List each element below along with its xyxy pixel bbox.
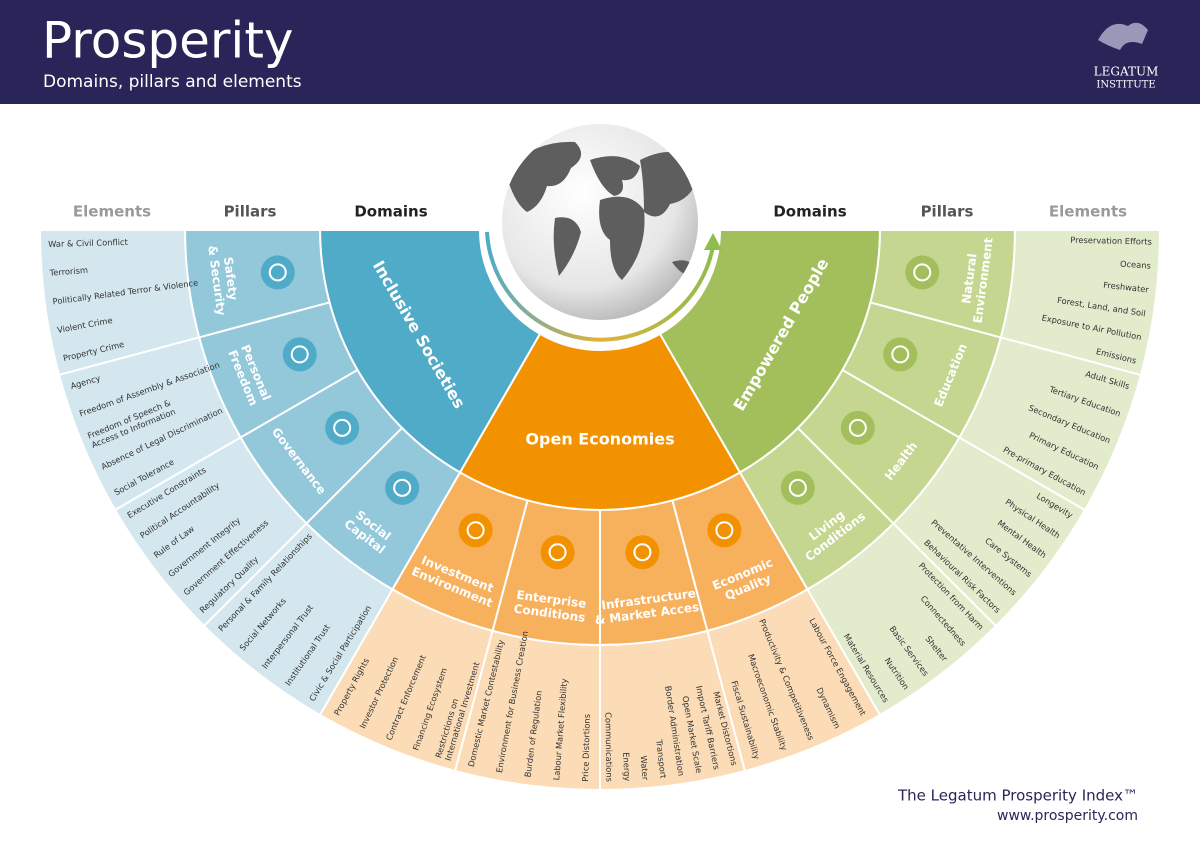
pillar-label-line: Safety	[221, 256, 241, 301]
element-label: Communications	[603, 712, 614, 782]
footer-url: www.prosperity.com	[997, 808, 1138, 824]
element-label-line: Oceans	[1120, 259, 1151, 271]
pillar-icon	[883, 337, 918, 372]
element-label: Water	[639, 755, 651, 781]
logo-text: INSTITUTE	[1096, 80, 1155, 91]
arrow-head	[704, 233, 722, 250]
element-label-line: Price Distortions	[580, 714, 592, 782]
pillar-icon	[282, 337, 317, 372]
element-label-line: War & Civil Conflict	[48, 237, 129, 249]
column-header: Pillars	[921, 203, 974, 221]
pillar-icon	[780, 470, 815, 505]
pillar-icon	[905, 255, 940, 290]
domain-label: Open Economies	[525, 430, 674, 449]
pillar-icon	[458, 513, 493, 548]
pillar-icon-glyph	[788, 478, 807, 497]
element-label: Price Distortions	[580, 714, 592, 782]
pillar-icon-glyph	[715, 521, 734, 540]
element-label-line: Energy	[621, 752, 632, 782]
pillar-icon-glyph	[333, 418, 352, 437]
pillar-icon	[840, 410, 875, 445]
pillar-icon-glyph	[848, 418, 867, 437]
pillar-icon	[540, 535, 575, 570]
element-label: Preservation Efforts	[1070, 235, 1152, 247]
column-header: Domains	[773, 203, 846, 221]
pillar-icon	[325, 410, 360, 445]
header-band	[0, 0, 1200, 104]
column-header: Elements	[1049, 203, 1127, 221]
pillar-icon-glyph	[548, 543, 567, 562]
arrow-arc	[485, 231, 715, 342]
column-header: Domains	[354, 203, 427, 221]
pillar-icon-glyph	[393, 478, 412, 497]
element-label-line: Water	[639, 755, 651, 781]
logo-text: LEGATUM	[1094, 65, 1159, 79]
element-label-line: Terrorism	[48, 265, 88, 278]
element-label-line: Transport	[654, 738, 669, 780]
pillar-icon	[625, 535, 660, 570]
globe	[485, 124, 722, 342]
pillar-label-line: Natural	[959, 253, 979, 305]
pillar-icon	[385, 470, 420, 505]
element-label-line: Preservation Efforts	[1070, 235, 1152, 247]
element-label: Terrorism	[48, 265, 88, 278]
pillar-icon	[707, 513, 742, 548]
subtitle: Domains, pillars and elements	[43, 72, 302, 92]
element-sector	[999, 229, 1162, 377]
footer-index: The Legatum Prosperity Index™	[897, 787, 1138, 805]
domain-label-line: Open Economies	[525, 430, 674, 449]
pillar-icon-glyph	[268, 263, 287, 282]
logo: LEGATUM INSTITUTE	[1094, 22, 1159, 91]
pillar-icon-glyph	[290, 345, 309, 364]
title: Prosperity	[42, 12, 294, 70]
element-label-line: Communications	[603, 712, 614, 782]
element-label: Transport	[654, 738, 669, 780]
pillar-icon-glyph	[891, 345, 910, 364]
pillar-icon	[260, 255, 295, 290]
column-header: Elements	[73, 203, 151, 221]
pillar-icon-glyph	[633, 543, 652, 562]
element-label: Oceans	[1120, 259, 1151, 271]
element-label: War & Civil Conflict	[48, 237, 129, 249]
element-label: Energy	[621, 752, 632, 782]
column-header: Pillars	[224, 203, 277, 221]
pillar-icon-glyph	[913, 263, 932, 282]
pillar-icon-glyph	[466, 521, 485, 540]
